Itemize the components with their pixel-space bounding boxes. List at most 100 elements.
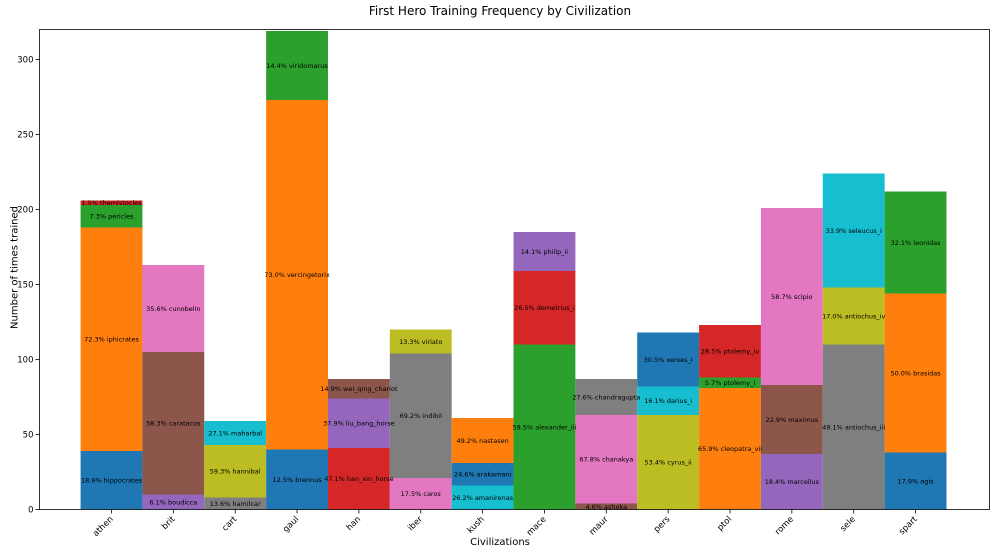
segment-label-kush-1: 24.6% arakamani: [454, 471, 511, 479]
segment-label-han-0: 47.1% han_xin_horse: [324, 475, 393, 483]
bar-segment-sele-2: [822, 173, 885, 288]
bar-segment-rome-1: [760, 385, 823, 454]
bar-segment-iber-0: [389, 478, 452, 510]
bar-segment-brit-2: [142, 265, 205, 352]
x-tick-label-cart: cart: [220, 514, 239, 533]
y-tick-label-250: 250: [17, 131, 33, 141]
bar-segment-gaul-0: [266, 449, 328, 510]
segment-label-gaul-2: 14.4% viridomarus: [266, 62, 328, 70]
segment-label-sele-1: 17.0% antiochus_iv: [822, 312, 885, 320]
bar-segment-spart-0: [884, 452, 947, 510]
bar-segment-kush-1: [451, 463, 514, 486]
plot-frame: [39, 29, 990, 510]
segment-label-maur-2: 27.6% chandragupta: [572, 393, 640, 401]
x-tick-label-brit: brit: [160, 514, 178, 532]
segment-label-athen-0: 18.9% hippocrates: [81, 477, 143, 485]
segment-labels-layer: 18.9% hippocrates 72.3% iphicrates 7.3% pe…: [81, 62, 941, 511]
bar-segment-athen-2: [80, 205, 143, 228]
bar-segment-kush-2: [451, 418, 514, 463]
segment-label-brit-0: 6.1% boudicca: [149, 498, 197, 506]
bar-segment-cart-0: [204, 497, 267, 510]
bar-segment-ptol-1: [699, 377, 761, 388]
segment-label-kush-2: 49.2% nastasen: [456, 437, 508, 445]
segment-label-pers-2: 30.5% xerxes_i: [644, 356, 693, 364]
segment-label-spart-0: 17.9% agis: [898, 477, 935, 485]
bar-segment-pers-0: [637, 415, 700, 510]
segment-label-mace-1: 26.5% demetrius_i: [514, 304, 575, 312]
bar-segment-han-1: [327, 398, 390, 448]
bar-segment-spart-1: [884, 293, 947, 453]
segment-label-gaul-0: 12.5% brennus: [272, 476, 322, 484]
bar-segment-cart-1: [204, 445, 267, 498]
segment-label-cart-1: 59.3% hannibal: [210, 468, 261, 476]
x-tick-label-rome: rome: [773, 515, 796, 538]
bar-segment-ptol-2: [699, 325, 761, 378]
bar-segment-athen-0: [80, 451, 143, 510]
segment-label-brit-1: 58.3% caratacos: [146, 420, 201, 428]
bar-segment-athen-1: [80, 227, 143, 451]
bar-segment-rome-2: [760, 208, 823, 385]
x-tick-label-mace: mace: [525, 515, 549, 539]
bar-segment-mace-2: [513, 232, 576, 271]
segment-label-cart-0: 13.6% hamilcar: [210, 500, 261, 508]
x-axis-label: Civilizations: [470, 537, 530, 548]
bar-segment-maur-0: [575, 503, 638, 510]
x-tick-label-ptol: ptol: [716, 515, 735, 534]
x-tick-label-han: han: [345, 515, 363, 533]
bar-segment-gaul-2: [266, 31, 328, 100]
x-tick-label-kush: kush: [466, 515, 487, 536]
bar-segment-han-2: [327, 379, 390, 399]
segment-label-pers-1: 16.1% darius_i: [644, 397, 692, 405]
segment-label-ptol-1: 5.7% ptolemy_i: [705, 379, 755, 387]
bar-segment-rome-0: [760, 454, 823, 510]
y-tick-label-200: 200: [17, 206, 33, 216]
segment-label-athen-3: 1.5% themistocles: [81, 199, 142, 207]
x-tick-label-spart: spart: [897, 514, 920, 537]
bar-segment-maur-1: [575, 415, 638, 504]
segment-label-gaul-1: 73.0% vercingetorix: [264, 271, 330, 279]
bar-segment-pers-2: [637, 332, 700, 387]
segment-label-cart-2: 27.1% maharbal: [208, 429, 262, 437]
segment-label-spart-2: 32.1% leonidas: [891, 239, 942, 247]
y-tick-label-300: 300: [17, 56, 33, 66]
bar-segment-mace-1: [513, 271, 576, 345]
bar-segment-cart-2: [204, 421, 267, 445]
segment-label-ptol-2: 28.5% ptolemy_iv: [701, 348, 759, 356]
segment-label-rome-1: 22.9% maximus: [766, 416, 819, 424]
segment-label-rome-2: 58.7% scipio: [771, 293, 812, 301]
bar-segment-iber-2: [389, 329, 452, 354]
segment-label-han-1: 37.9% liu_bang_horse: [323, 420, 394, 428]
segment-label-brit-2: 35.6% cunobelin: [146, 305, 200, 313]
segment-label-maur-1: 67.8% chanakya: [579, 456, 633, 464]
segment-label-athen-2: 7.3% pericles: [90, 213, 135, 221]
segment-label-mace-2: 14.1% philip_ii: [521, 248, 569, 256]
segment-label-sele-0: 49.1% antiochus_iii: [822, 423, 885, 431]
x-tick-label-pers: pers: [652, 514, 673, 535]
segment-label-kush-0: 26.2% amanirenas: [452, 494, 514, 502]
x-tick-label-gaul: gaul: [281, 515, 301, 535]
bar-segment-spart-2: [884, 191, 947, 294]
segment-label-rome-0: 18.4% marcellus: [765, 478, 820, 486]
bar-segment-brit-1: [142, 352, 205, 495]
bar-segment-kush-0: [451, 485, 514, 510]
y-tick-label-150: 150: [17, 281, 33, 291]
x-tick-label-iber: iber: [406, 514, 425, 533]
segment-label-iber-1: 69.2% indibil: [400, 412, 443, 420]
bars-layer: [80, 31, 947, 510]
segment-label-iber-2: 13.3% viriato: [399, 338, 442, 346]
bar-segment-sele-1: [822, 287, 885, 345]
segment-label-mace-0: 59.5% alexander_iii: [513, 423, 577, 431]
bar-segment-athen-3: [80, 200, 143, 205]
y-tick-label-100: 100: [17, 356, 33, 366]
bar-segment-han-0: [327, 448, 390, 510]
x-tick-label-maur: maur: [588, 514, 611, 537]
chart-title: First Hero Training Frequency by Civiliz…: [368, 4, 632, 18]
x-tick-label-sele: sele: [839, 515, 858, 534]
bar-segment-brit-0: [142, 494, 205, 510]
segment-label-athen-1: 72.3% iphicrates: [84, 336, 139, 344]
x-tick-label-athen: athen: [91, 515, 115, 539]
y-tick-label-0: 0: [28, 506, 33, 516]
bar-segment-ptol-0: [699, 388, 761, 510]
segment-label-ptol-0: 65.9% cleopatra_vii: [698, 445, 762, 453]
